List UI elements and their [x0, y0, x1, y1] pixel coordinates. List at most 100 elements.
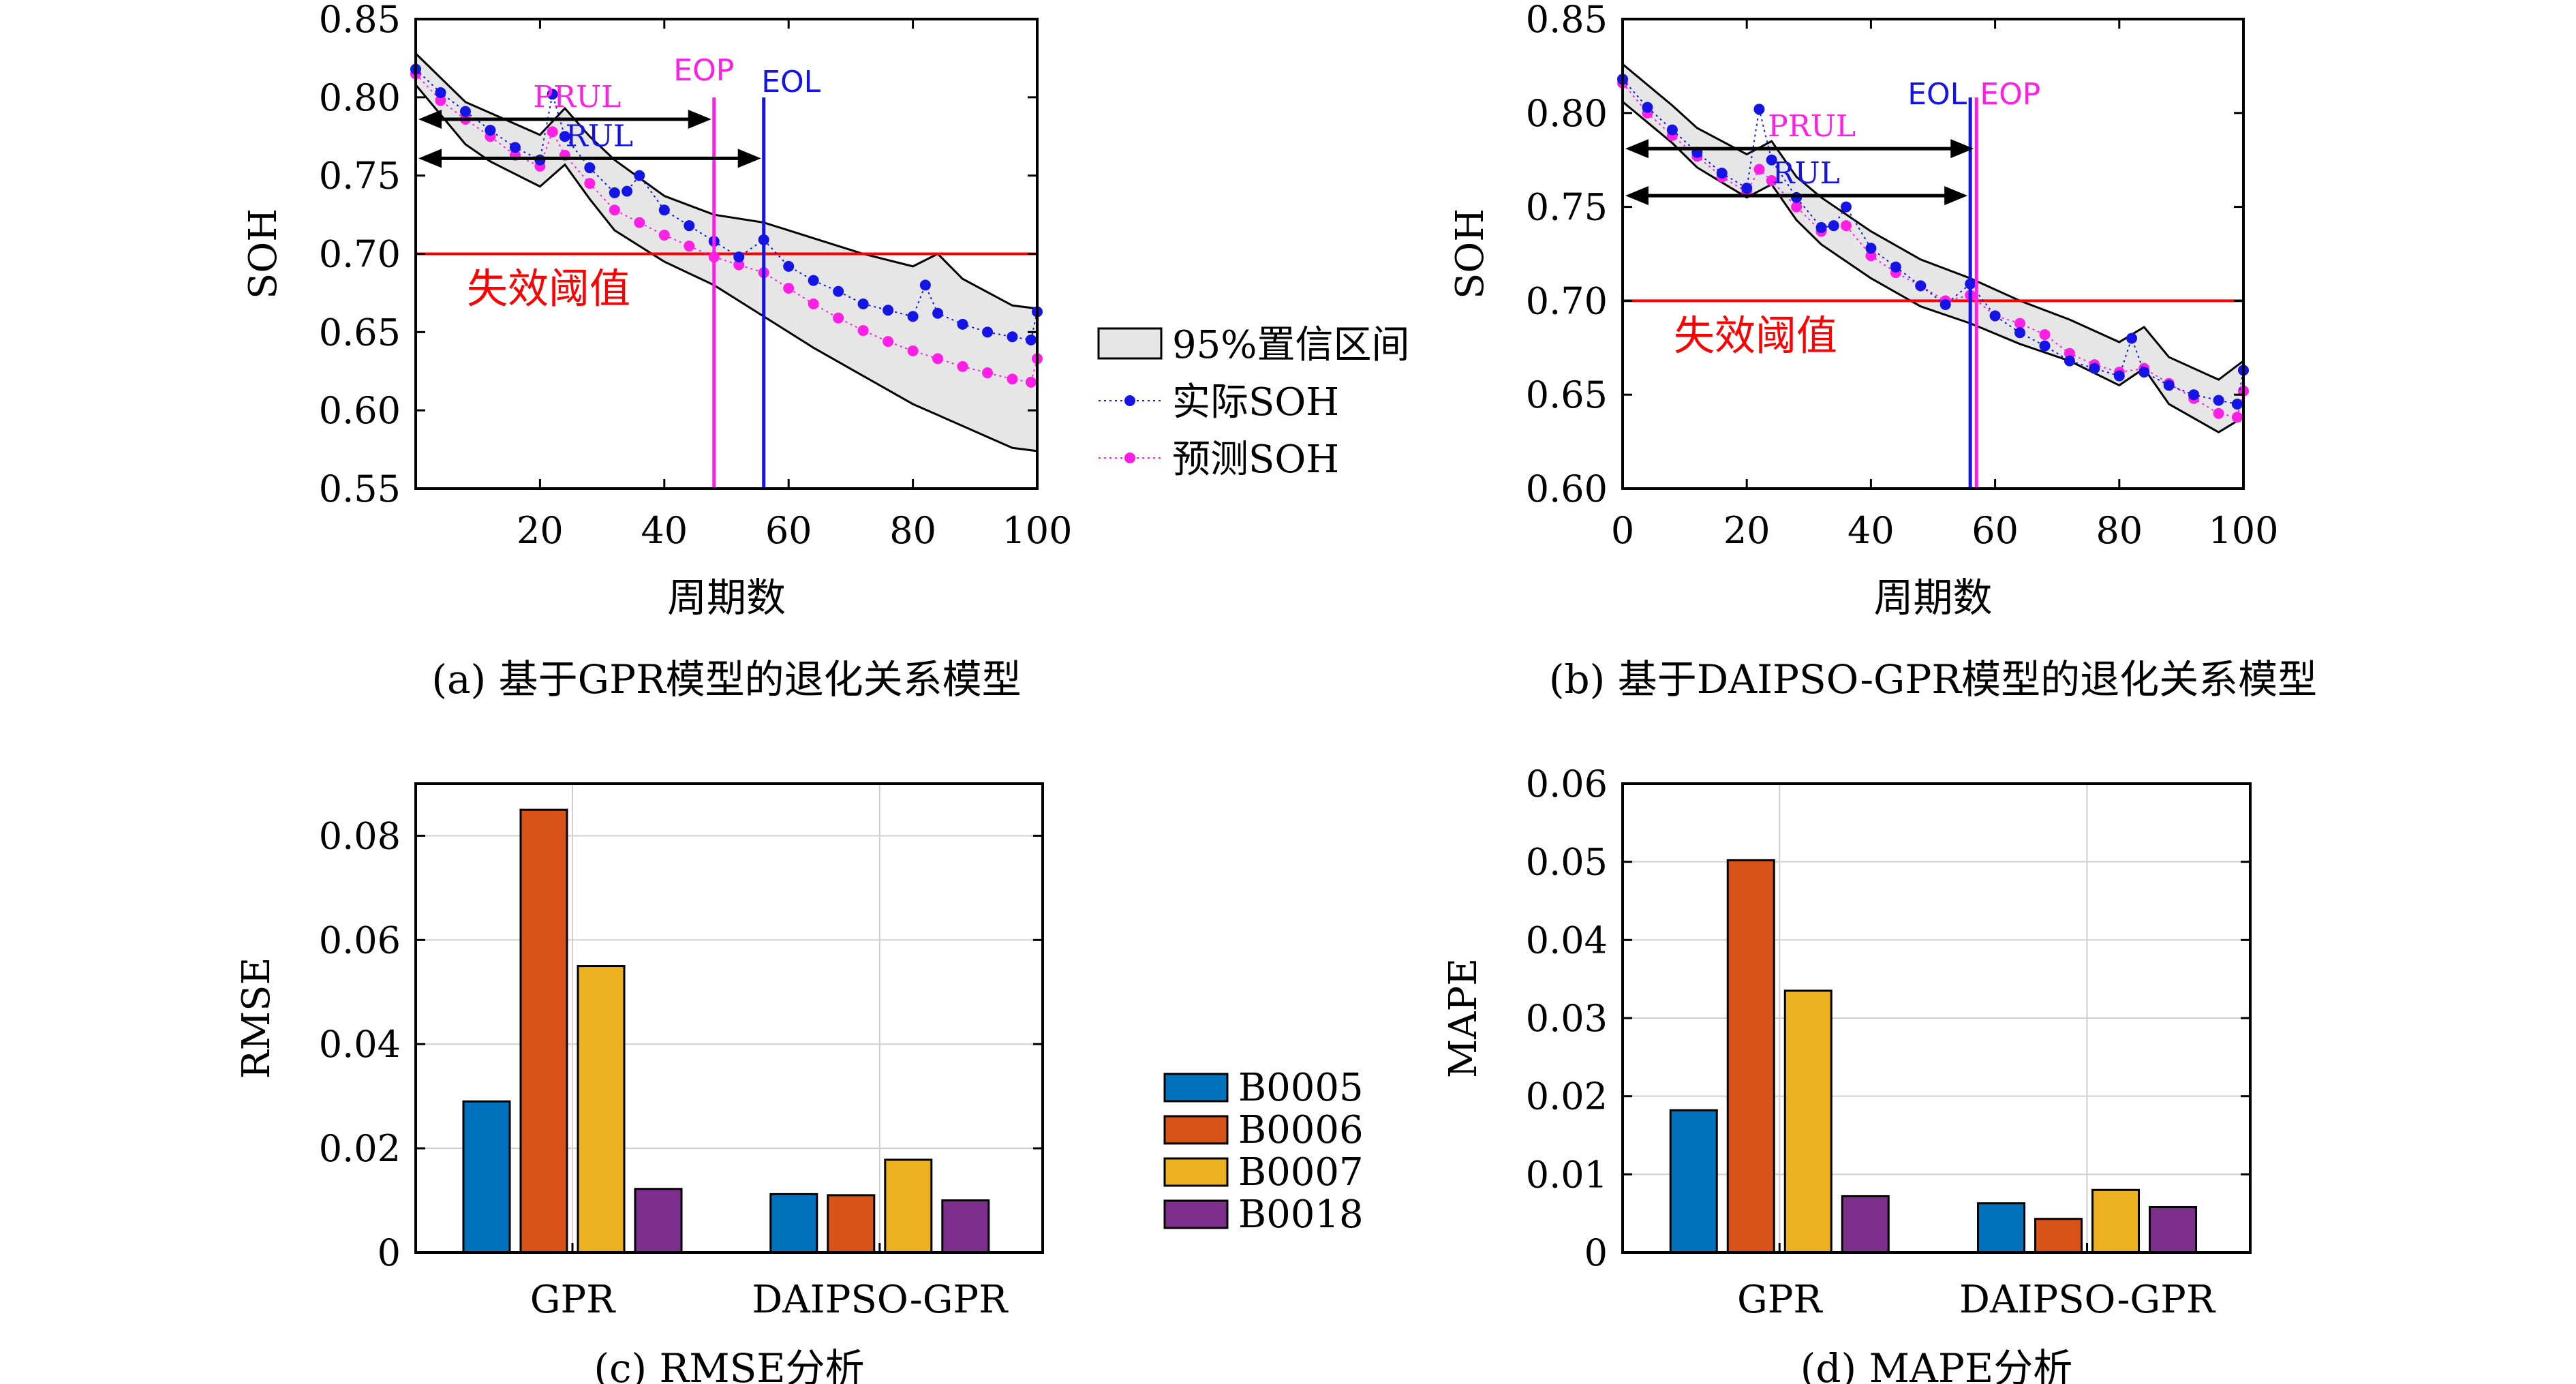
predicted-soh-point	[883, 336, 894, 348]
legend-label-b0006: B0006	[1238, 1108, 1364, 1152]
legend-label-actual: 实际SOH	[1172, 380, 1339, 425]
actual-soh-point	[2064, 355, 2075, 367]
bar-b0005	[769, 1193, 818, 1254]
legend-label-band: 95%置信区间	[1172, 323, 1409, 367]
arrow-head	[418, 149, 442, 168]
bar-b0006	[1726, 859, 1775, 1254]
eol-label: EOL	[761, 65, 821, 99]
predicted-soh-point	[658, 229, 670, 241]
actual-soh-point	[2089, 363, 2100, 374]
panel-caption: (b) 基于DAIPSO-GPR模型的退化关系模型	[1549, 656, 2317, 703]
y-axis-label: RMSE	[234, 957, 279, 1079]
actual-soh-point	[584, 162, 596, 174]
y-tick-label: 0.06	[1526, 763, 1608, 805]
legend-label-predicted: 预测SOH	[1172, 437, 1339, 482]
predicted-soh-point	[833, 312, 844, 324]
arrow-head	[1950, 139, 1974, 159]
panel-c: 0 0.02 0.04 0.06 0.08 GPR DAIPSO-GPR RMSE (c) RM…	[234, 782, 1044, 1384]
actual-soh-point	[783, 260, 795, 272]
bar-b0006	[2034, 1218, 2083, 1254]
actual-soh-point	[2163, 380, 2175, 391]
predicted-soh-point	[1865, 250, 1877, 262]
predicted-soh-point	[1840, 220, 1852, 232]
failure-threshold-label: 失效阈值	[467, 266, 630, 313]
actual-soh-point	[1828, 220, 1839, 232]
bar-b0006	[519, 808, 568, 1254]
actual-soh-point	[1666, 124, 1678, 136]
predicted-soh-point	[1025, 376, 1037, 388]
x-tick-label: 40	[641, 509, 688, 552]
legend-marker-swatch	[1124, 395, 1135, 406]
actual-soh-point	[907, 311, 919, 322]
y-tick-label: 0.08	[319, 814, 401, 857]
y-tick-label: 0.65	[319, 311, 401, 354]
legend-swatch-b0007	[1163, 1157, 1229, 1187]
y-tick-label: 0.04	[1526, 919, 1608, 962]
arrow-head	[418, 109, 442, 129]
legend-label-b0007: B0007	[1238, 1150, 1364, 1195]
predicted-soh-point	[1791, 201, 1803, 213]
y-tick-label: 0.60	[1526, 467, 1608, 510]
bar-b0007	[1783, 989, 1833, 1254]
bar-b0018	[941, 1199, 990, 1254]
bar-b0007	[577, 965, 626, 1254]
y-tick-label: 0.55	[319, 467, 401, 510]
actual-soh-point	[485, 125, 496, 136]
legend-label-b0005: B0005	[1238, 1066, 1364, 1110]
actual-soh-point	[1915, 280, 1927, 292]
predicted-soh-point	[1007, 373, 1018, 385]
actual-soh-point	[2014, 327, 2026, 339]
bar-b0007	[2091, 1188, 2141, 1254]
eop-label: EOP	[1980, 77, 2040, 112]
actual-soh-point	[1815, 221, 1827, 233]
arrow-head	[1625, 186, 1649, 206]
confidence-band	[414, 50, 1039, 452]
x-tick-label: GPR	[1737, 1278, 1823, 1322]
panel-caption: (c) RMSE分析	[594, 1345, 864, 1384]
actual-soh-point	[622, 185, 633, 197]
y-tick-label: 0.02	[319, 1127, 401, 1170]
actual-soh-point	[658, 204, 670, 216]
actual-soh-point	[2039, 340, 2051, 352]
y-axis-label: SOH	[1448, 209, 1492, 299]
bar-b0018	[634, 1188, 683, 1254]
y-tick-label: 0.06	[319, 919, 401, 962]
x-axis-label: 周期数	[1873, 574, 1992, 621]
y-axis-label: MAPE	[1441, 958, 1486, 1078]
actual-soh-point	[2188, 389, 2200, 401]
x-tick-label: DAIPSO-GPR	[752, 1278, 1009, 1322]
arrow-head	[688, 109, 711, 129]
panel-b: 失效阈值 EOL EOP PRUL RUL 0.60 0.65 0.70 0.75 0.80 0.8…	[1448, 0, 2317, 703]
arrow-head	[737, 149, 761, 168]
predicted-soh-point	[634, 217, 645, 228]
actual-soh-point	[609, 187, 620, 198]
x-tick-label: 100	[2208, 509, 2278, 552]
y-tick-label: 0.80	[319, 76, 401, 119]
predicted-soh-point	[2231, 412, 2243, 423]
actual-soh-point	[1716, 167, 1728, 179]
predicted-soh-line	[1622, 82, 2244, 418]
x-tick-label: 0	[1611, 509, 1634, 552]
actual-soh-point	[684, 220, 695, 232]
y-tick-label: 0.70	[1526, 279, 1608, 322]
actual-soh-point	[509, 142, 521, 153]
actual-soh-point	[883, 305, 894, 316]
actual-soh-point	[435, 87, 446, 98]
y-tick-label: 0.60	[319, 389, 401, 432]
actual-soh-point	[1741, 183, 1753, 194]
predicted-soh-line	[415, 73, 1038, 383]
legend-label-b0018: B0018	[1238, 1193, 1364, 1237]
actual-soh-point	[808, 275, 819, 286]
actual-soh-point	[733, 251, 745, 263]
actual-soh-point	[1007, 331, 1018, 343]
actual-soh-point	[1642, 102, 1653, 113]
y-tick-label: 0.70	[319, 233, 401, 276]
bar-b0006	[827, 1194, 876, 1254]
predicted-soh-point	[609, 204, 620, 216]
predicted-soh-point	[2064, 348, 2075, 359]
y-tick-label: 0.01	[1526, 1153, 1608, 1196]
x-tick-label: 40	[1847, 509, 1895, 552]
actual-soh-point	[1840, 201, 1852, 213]
confidence-band	[1621, 61, 2245, 434]
actual-soh-point	[634, 170, 645, 181]
